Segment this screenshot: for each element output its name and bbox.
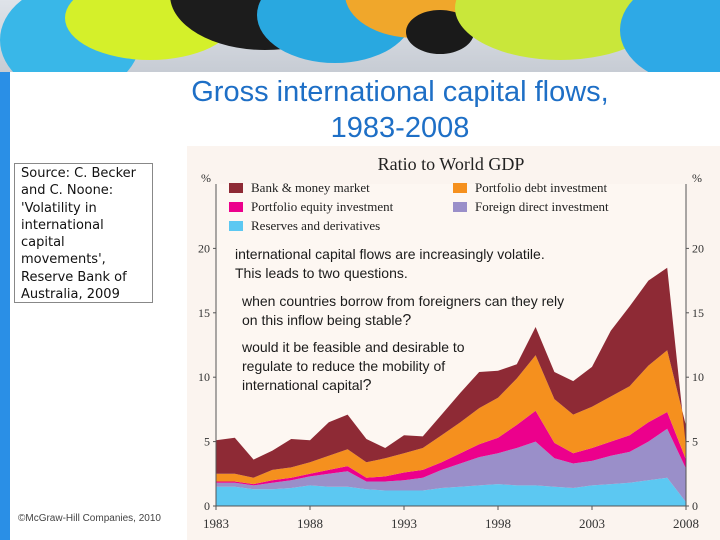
y-tick-label-right-3: 15 bbox=[692, 306, 704, 320]
source-box bbox=[14, 163, 153, 303]
question-1: when countries borrow from foreigners ca… bbox=[242, 292, 582, 330]
legend-label-3: Foreign direct investment bbox=[475, 199, 609, 214]
y-tick-label-left-1: 5 bbox=[204, 435, 210, 449]
legend-swatch-2 bbox=[229, 202, 243, 212]
x-tick-label-3: 1998 bbox=[485, 516, 511, 531]
slide-title: Gross international capital flows, 1983-… bbox=[150, 74, 650, 146]
legend-swatch-4 bbox=[229, 221, 243, 231]
y-unit-left: % bbox=[201, 171, 211, 185]
y-tick-label-right-1: 5 bbox=[692, 435, 698, 449]
y-tick-label-left-3: 15 bbox=[198, 306, 210, 320]
question-1-mark: ? bbox=[402, 312, 412, 329]
area-series-4 bbox=[216, 267, 686, 478]
y-tick-label-left-0: 0 bbox=[204, 499, 210, 513]
area-series-2 bbox=[216, 410, 686, 486]
overlay-line2: This leads to two questions. bbox=[235, 265, 408, 281]
x-tick-label-0: 1983 bbox=[203, 516, 229, 531]
left-accent-bar bbox=[0, 72, 10, 540]
y-tick-label-right-4: 20 bbox=[692, 241, 704, 255]
area-series-3 bbox=[216, 350, 686, 485]
x-tick-label-5: 2008 bbox=[673, 516, 699, 531]
source-citation: Source: C. Becker and C. Noone: 'Volatil… bbox=[21, 166, 136, 303]
overlay-line1: international capital flows are increasi… bbox=[235, 246, 545, 262]
legend-label-1: Portfolio debt investment bbox=[475, 180, 608, 195]
question-2-mark: ? bbox=[362, 377, 372, 394]
legend-swatch-1 bbox=[453, 183, 467, 193]
legend-swatch-0 bbox=[229, 183, 243, 193]
overlay-text: international capital flows are increasi… bbox=[235, 245, 615, 283]
y-unit-right: % bbox=[692, 171, 702, 185]
chart-title: Ratio to World GDP bbox=[378, 154, 525, 174]
slide-title-line2: 1983-2008 bbox=[330, 112, 470, 144]
legend-label-0: Bank & money market bbox=[251, 180, 370, 195]
chart-panel: 0 0 5 5 10 10 15 15 20 20%% 1983 1988 1993 1998 2003 20… bbox=[187, 146, 720, 540]
copyright-footer: ©McGraw-Hill Companies, 2010 bbox=[18, 513, 161, 524]
area-series-0 bbox=[216, 477, 686, 506]
question-2: would it be feasible and desirable to re… bbox=[242, 338, 482, 395]
y-tick-label-right-2: 10 bbox=[692, 370, 704, 384]
legend-label-4: Reserves and derivatives bbox=[251, 218, 380, 233]
legend-swatch-3 bbox=[453, 202, 467, 212]
slide-title-line1: Gross international capital flows, bbox=[191, 76, 609, 108]
question-2-text: would it be feasible and desirable to re… bbox=[242, 339, 465, 393]
header-banner-image bbox=[0, 0, 720, 72]
x-tick-label-2: 1993 bbox=[391, 516, 417, 531]
y-tick-label-left-4: 20 bbox=[198, 241, 210, 255]
legend-label-2: Portfolio equity investment bbox=[251, 199, 394, 214]
x-tick-label-1: 1988 bbox=[297, 516, 323, 531]
area-series-1 bbox=[216, 428, 686, 503]
balls-illustration bbox=[0, 0, 720, 72]
y-tick-label-right-0: 0 bbox=[692, 499, 698, 513]
stacked-area-chart: 0 0 5 5 10 10 15 15 20 20% % 1983 1988 1993 1998 2003 20… bbox=[198, 154, 704, 531]
question-1-text: when countries borrow from foreigners ca… bbox=[242, 293, 565, 328]
y-tick-label-left-2: 10 bbox=[198, 370, 210, 384]
x-tick-label-4: 2003 bbox=[579, 516, 605, 531]
